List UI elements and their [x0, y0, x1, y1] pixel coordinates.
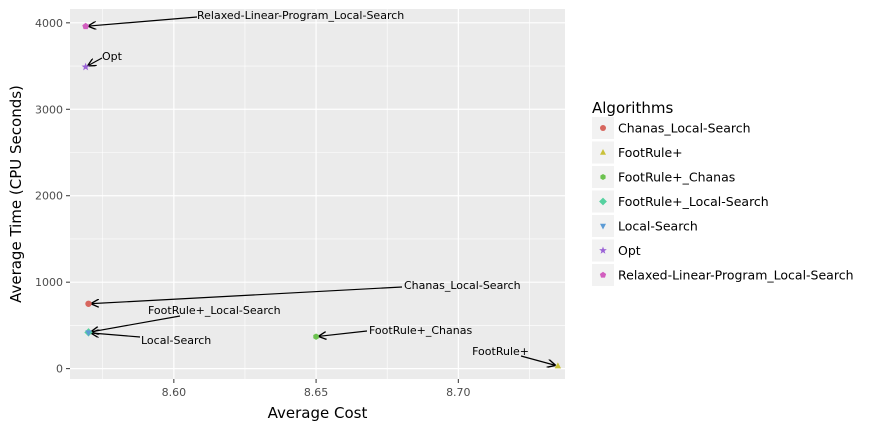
- legend-label: Local-Search: [618, 219, 698, 234]
- annotation-arrow: [520, 355, 555, 365]
- data-point: [554, 362, 562, 369]
- legend-item: FootRule+_Chanas: [592, 166, 735, 188]
- x-axis-label: Average Cost: [268, 404, 368, 422]
- y-tick-label: 0: [56, 363, 63, 376]
- legend-marker: [600, 223, 606, 230]
- x-axis-ticks: 8.60 8.65 8.70: [162, 379, 471, 399]
- annotations: Relaxed-Linear-Program_Local-Search Opt Ch…: [88, 9, 555, 365]
- y-tick-label: 1000: [35, 276, 63, 289]
- legend-marker: [599, 246, 607, 254]
- legend-marker: [599, 271, 607, 278]
- legend-item: Opt: [592, 239, 641, 262]
- x-tick-label: 8.65: [304, 386, 329, 399]
- legend-item: Relaxed-Linear-Program_Local-Search: [592, 264, 854, 286]
- data-point: [85, 300, 92, 307]
- legend-item: Local-Search: [592, 215, 698, 237]
- annotation-arrow: [319, 330, 368, 336]
- legend-item: FootRule+_Local-Search: [592, 190, 769, 213]
- annotation-label: Relaxed-Linear-Program_Local-Search: [197, 9, 404, 22]
- annotation-arrow: [88, 57, 103, 65]
- legend-marker: [600, 125, 606, 131]
- y-tick-label: 2000: [35, 190, 63, 203]
- legend-label: FootRule+_Local-Search: [618, 194, 769, 209]
- data-point: [85, 330, 92, 337]
- data-point: [82, 22, 89, 30]
- annotation-label: FootRule+_Local-Search: [148, 304, 281, 317]
- x-tick-label: 8.60: [162, 386, 187, 399]
- annotation-label: FootRule+: [472, 345, 529, 358]
- legend-label: Chanas_Local-Search: [618, 121, 751, 136]
- y-tick-label: 3000: [35, 103, 63, 116]
- annotation-label: FootRule+_Chanas: [369, 324, 472, 337]
- legend-item: FootRule+: [592, 141, 683, 164]
- legend-label: FootRule+: [618, 145, 683, 160]
- legend: Algorithms Chanas_Local-Search FootRule+ F…: [592, 99, 854, 286]
- major-gridlines: [70, 9, 565, 379]
- legend-marker: [599, 197, 607, 206]
- annotation-arrow: [91, 315, 181, 332]
- legend-items: Chanas_Local-Search FootRule+ FootRule+_Ch…: [592, 117, 854, 286]
- annotation-arrow: [91, 333, 141, 337]
- legend-label: Relaxed-Linear-Program_Local-Search: [618, 268, 854, 283]
- minor-gridlines: [70, 9, 565, 379]
- legend-item: Chanas_Local-Search: [592, 117, 751, 139]
- legend-label: Opt: [618, 243, 641, 258]
- y-axis-ticks: 0 1000 2000 3000 4000: [35, 17, 70, 376]
- y-tick-label: 4000: [35, 17, 63, 30]
- annotation-label: Chanas_Local-Search: [404, 279, 521, 292]
- annotation-arrow: [91, 286, 403, 304]
- data-point: [81, 62, 90, 71]
- annotation-arrow: [89, 16, 198, 26]
- legend-marker: [600, 149, 606, 155]
- legend-marker: [600, 174, 606, 180]
- annotation-label: Local-Search: [141, 334, 211, 347]
- legend-title: Algorithms: [592, 99, 673, 117]
- data-point: [313, 333, 319, 340]
- x-tick-label: 8.70: [446, 386, 471, 399]
- legend-label: FootRule+_Chanas: [618, 170, 735, 185]
- y-axis-label: Average Time (CPU Seconds): [7, 85, 25, 303]
- data-points: [81, 22, 562, 369]
- plot-panel: [70, 9, 565, 379]
- annotation-label: Opt: [102, 50, 123, 63]
